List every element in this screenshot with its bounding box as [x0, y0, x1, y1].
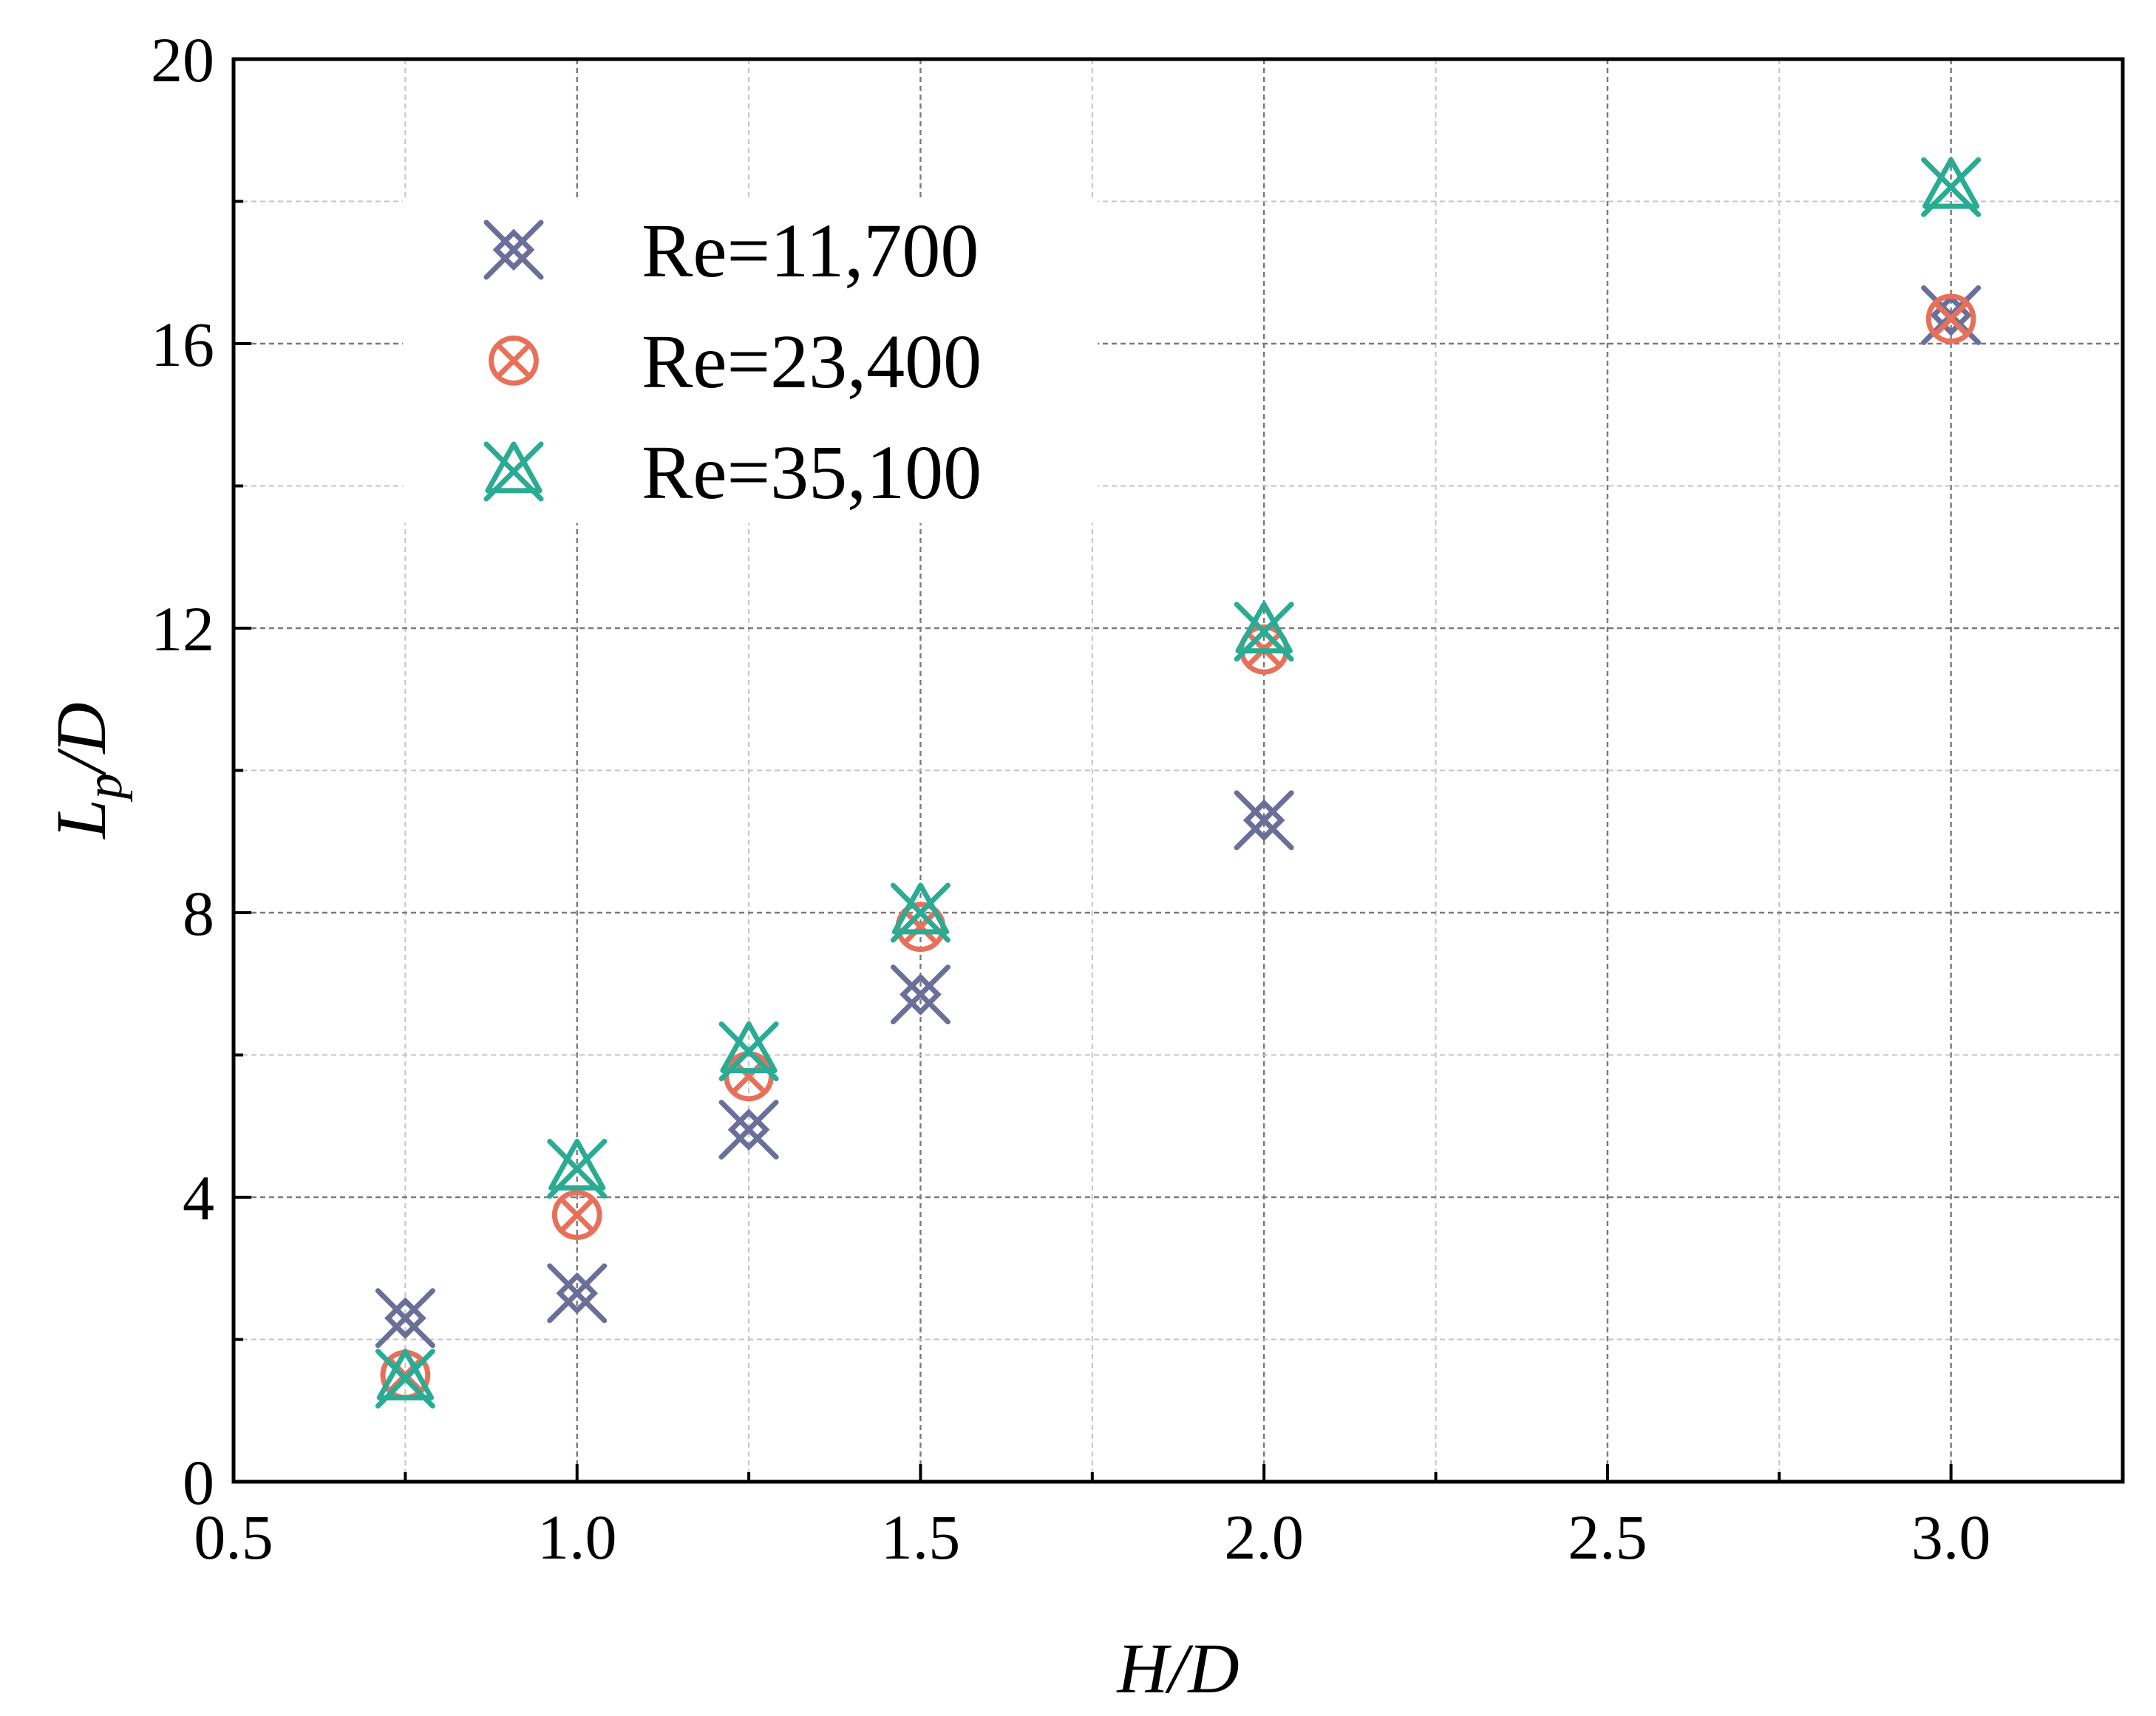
data-point	[1234, 790, 1294, 851]
marker-stroke	[547, 1263, 608, 1324]
marker-stroke	[1932, 300, 1970, 338]
x-tick-label: 2.0	[1224, 1502, 1304, 1573]
data-point	[890, 964, 951, 1025]
data-point	[1925, 293, 1976, 344]
marker-stroke	[384, 1297, 426, 1339]
marker-stroke	[730, 1058, 768, 1095]
y-tick-label: 20	[151, 24, 214, 95]
marker-stroke	[900, 973, 942, 1016]
data-point	[551, 1190, 602, 1240]
tick-labels: 0.5 1.0 1.5 2.0 2.5 3.0 0 4 8 12 16 20	[151, 24, 1990, 1573]
x-tick-label: 2.5	[1568, 1502, 1647, 1573]
marker-stroke	[375, 1288, 435, 1349]
data-point	[718, 1100, 779, 1160]
data-point	[1921, 157, 1982, 217]
marker-stroke	[718, 1021, 779, 1082]
data-point	[718, 1021, 779, 1082]
marker-stroke	[890, 882, 951, 943]
marker-stroke	[890, 964, 951, 1025]
marker-stroke	[485, 441, 543, 494]
data-point	[375, 1348, 435, 1409]
marker-stroke	[375, 1348, 435, 1409]
y-tick-label: 16	[151, 309, 214, 380]
y-tick-label: 4	[183, 1162, 214, 1233]
y-axis-title-suffix: /D	[41, 702, 120, 777]
data-point	[547, 1139, 608, 1199]
marker-stroke	[1922, 157, 1980, 209]
y-tick-label: 12	[151, 593, 214, 664]
x-axis-title: H/D	[1115, 1629, 1239, 1708]
marker-stroke	[1234, 790, 1294, 851]
y-axis-title: Lp/D	[41, 702, 133, 840]
marker-stroke	[558, 1196, 596, 1234]
x-tick-label: 1.5	[881, 1502, 961, 1573]
x-tick-label: 1.0	[537, 1502, 617, 1573]
marker-stroke	[489, 336, 539, 386]
marker-stroke	[718, 1100, 779, 1160]
marker-stroke	[720, 1021, 778, 1074]
marker-stroke	[727, 1109, 770, 1151]
legend-marker	[489, 336, 539, 386]
y-tick-label: 8	[183, 878, 214, 949]
y-tick-label: 0	[183, 1447, 214, 1518]
legend: Re=11,700 Re=23,400 Re=35,100	[403, 198, 1098, 523]
marker-stroke	[891, 882, 950, 935]
marker-stroke	[551, 1190, 602, 1240]
marker-stroke	[483, 441, 544, 502]
marker-stroke	[495, 342, 532, 379]
data-point	[375, 1288, 435, 1349]
marker-stroke	[1921, 157, 1982, 217]
x-tick-label: 0.5	[194, 1502, 273, 1573]
x-tick-label: 3.0	[1911, 1502, 1991, 1573]
marker-stroke	[547, 1139, 608, 1199]
data-points	[375, 157, 1982, 1409]
marker-stroke	[556, 1272, 599, 1315]
legend-marker	[483, 441, 544, 502]
legend-label: Re=11,700	[642, 208, 979, 293]
y-axis-title-base: L	[41, 799, 120, 840]
axis-ticks	[232, 58, 1953, 1483]
data-point	[547, 1263, 608, 1324]
legend-marker	[483, 219, 544, 280]
marker-stroke	[548, 1139, 606, 1191]
data-point	[1234, 602, 1294, 662]
legend-label: Re=23,400	[642, 319, 982, 404]
marker-stroke	[1234, 602, 1294, 662]
marker-stroke	[1235, 602, 1293, 654]
marker-stroke	[1242, 799, 1285, 842]
marker-stroke	[492, 228, 535, 271]
marker-stroke	[1925, 293, 1976, 344]
y-axis-title-subscript: p	[76, 773, 133, 803]
marker-stroke	[483, 219, 544, 280]
marker-stroke	[902, 908, 939, 946]
marker-stroke	[376, 1348, 435, 1400]
legend-label: Re=35,100	[642, 430, 982, 515]
data-point	[890, 882, 951, 943]
